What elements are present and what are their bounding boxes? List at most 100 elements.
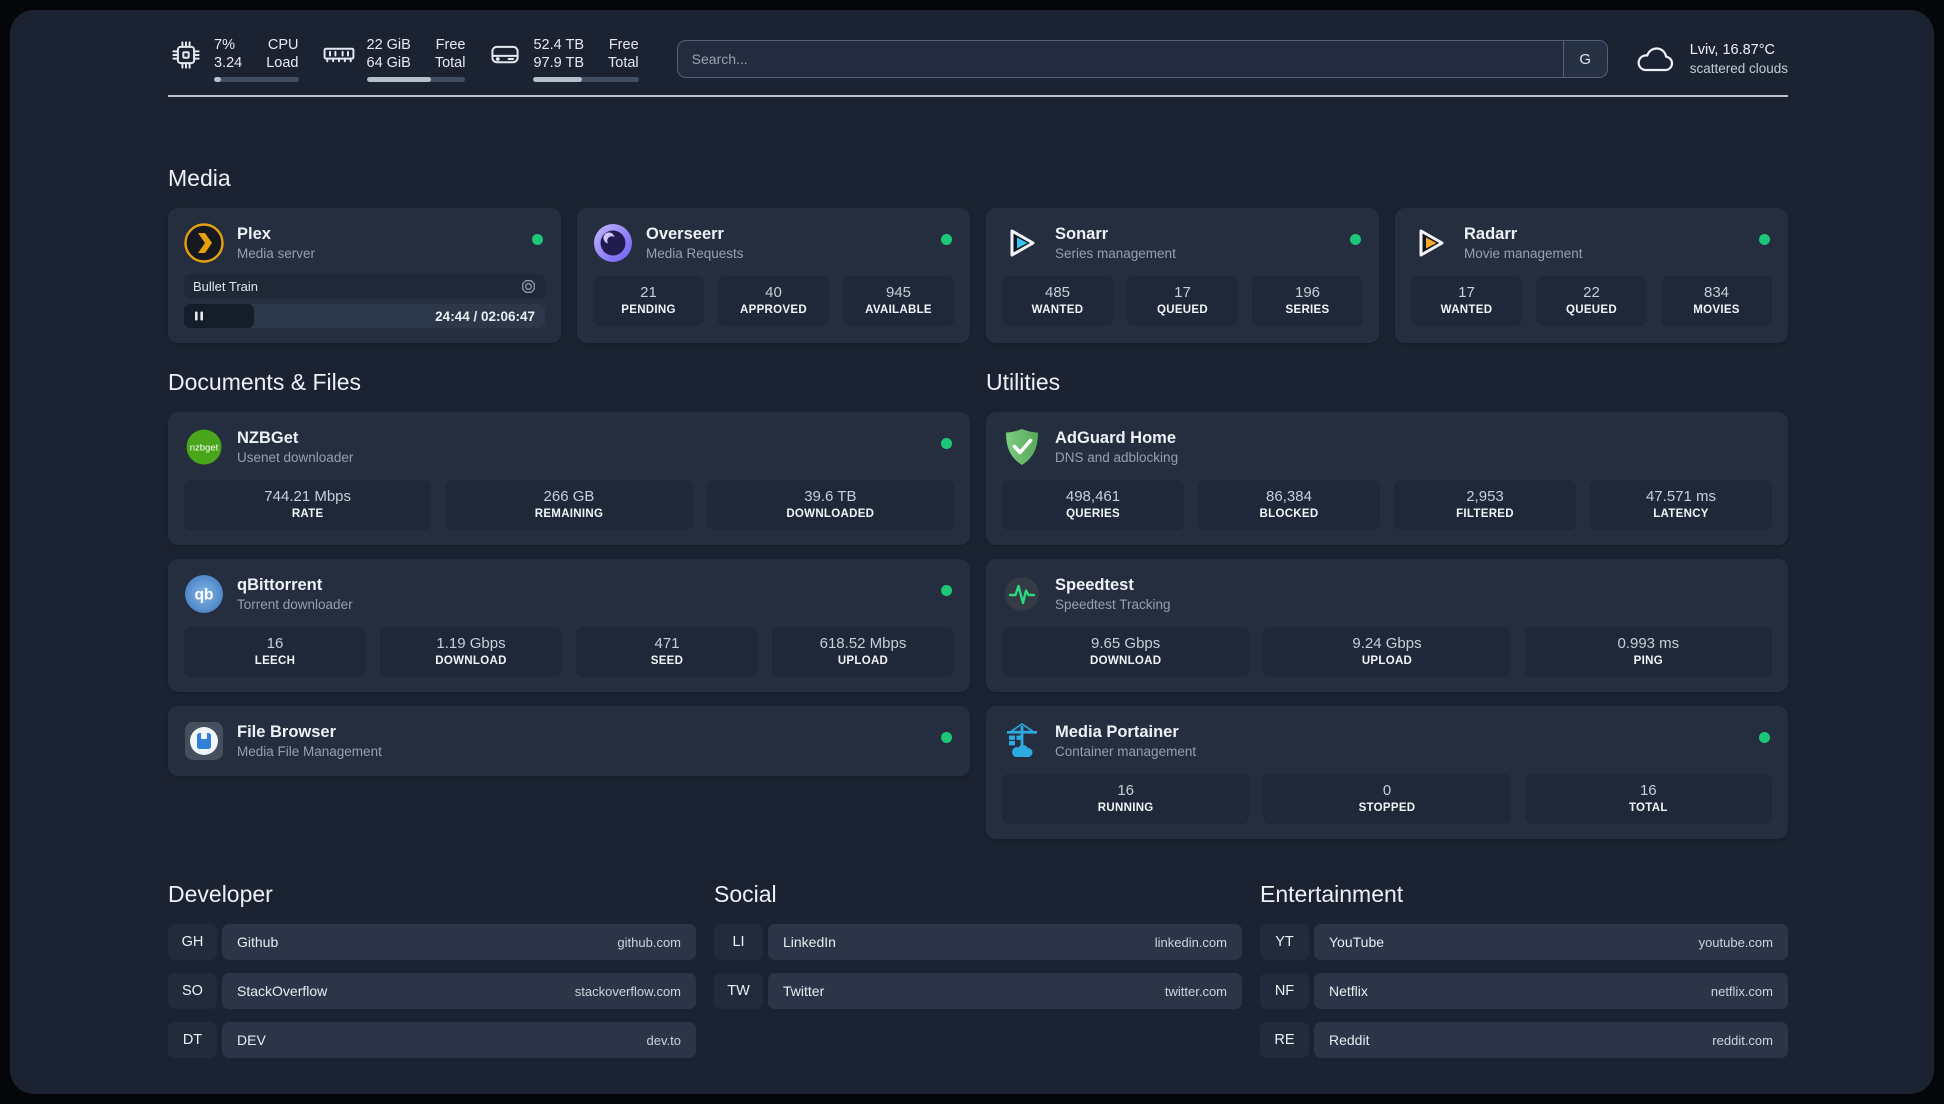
- stat-available: 945 AVAILABLE: [843, 276, 954, 326]
- bookmark-netflix[interactable]: NF Netflix netflix.com: [1260, 973, 1788, 1009]
- status-dot: [1350, 234, 1361, 245]
- cpu-progress: [214, 77, 299, 82]
- filebrowser-desc: Media File Management: [237, 743, 382, 759]
- bookmark-name: YouTube: [1329, 934, 1385, 950]
- now-playing-title: Bullet Train: [193, 279, 259, 294]
- bookmark-url: stackoverflow.com: [574, 983, 681, 999]
- bookmark-url: dev.to: [646, 1032, 681, 1048]
- stat-movies: 834 MOVIES: [1661, 276, 1772, 326]
- bookmark-abbr: RE: [1260, 1022, 1309, 1058]
- nzbget-link[interactable]: nzbget NZBGet Usenet downloader: [184, 427, 954, 467]
- search-provider-button[interactable]: G: [1562, 41, 1607, 77]
- bookmark-reddit[interactable]: RE Reddit reddit.com: [1260, 1022, 1788, 1058]
- adguard-link[interactable]: AdGuard Home DNS and adblocking: [1002, 427, 1772, 467]
- bookmark-abbr: YT: [1260, 924, 1309, 960]
- plex-name: Plex: [237, 224, 271, 243]
- stat-ping: 0.993 ms PING: [1524, 627, 1772, 677]
- bookmark-stackoverflow[interactable]: SO StackOverflow stackoverflow.com: [168, 973, 696, 1009]
- bookmark-youtube[interactable]: YT YouTube youtube.com: [1260, 924, 1788, 960]
- adguard-desc: DNS and adblocking: [1055, 449, 1179, 465]
- bookmark-abbr: LI: [714, 924, 763, 960]
- section-heading-utilities: Utilities: [986, 369, 1061, 395]
- bookmark-group-developer: Developer GH Github github.com SO StackO…: [168, 881, 696, 1058]
- bookmark-heading-developer: Developer: [168, 881, 273, 907]
- stat-upload: 9.24 Gbps UPLOAD: [1263, 627, 1511, 677]
- card-nzbget: nzbget NZBGet Usenet downloader 744.21 M…: [168, 412, 970, 545]
- media-type-icon: [522, 280, 535, 293]
- sonarr-desc: Series management: [1055, 245, 1176, 261]
- speedtest-icon: [1005, 577, 1039, 611]
- filebrowser-link[interactable]: File Browser Media File Management: [184, 721, 954, 761]
- bookmark-group-entertainment: Entertainment YT YouTube youtube.com NF …: [1260, 881, 1788, 1058]
- sonarr-link[interactable]: Sonarr Series management: [1002, 223, 1363, 263]
- qbittorrent-icon: qb: [185, 575, 223, 613]
- nzbget-icon: nzbget: [186, 429, 222, 465]
- card-qbittorrent: qb qBittorrent Torrent downloader 16 LEEC…: [168, 559, 970, 692]
- memory-free: 22 GiB: [366, 37, 411, 53]
- ram-icon: [323, 47, 354, 63]
- stat-wanted: 17 WANTED: [1411, 276, 1522, 326]
- radarr-link[interactable]: Radarr Movie management: [1411, 223, 1772, 263]
- filebrowser-icon: [185, 722, 223, 760]
- bookmark-name: LinkedIn: [783, 934, 836, 950]
- stat-queries: 498,461 QUERIES: [1002, 480, 1184, 530]
- plex-desc: Media server: [237, 245, 316, 261]
- overseerr-icon: [594, 224, 632, 262]
- stat-latency: 47.571 ms LATENCY: [1590, 480, 1772, 530]
- bookmark-heading-social: Social: [714, 881, 777, 907]
- bookmark-name: Reddit: [1329, 1032, 1370, 1048]
- disk-widget: 52.4 TB 97.9 TB Free Total: [487, 36, 639, 82]
- cpu-load-label: Load: [266, 55, 299, 71]
- status-dot: [941, 234, 952, 245]
- qbittorrent-desc: Torrent downloader: [237, 596, 353, 612]
- stat-rate: 744.21 Mbps RATE: [184, 480, 432, 530]
- bookmark-linkedin[interactable]: LI LinkedIn linkedin.com: [714, 924, 1242, 960]
- section-media: Media Plex Media server Bul: [168, 165, 1788, 343]
- bookmark-dev[interactable]: DT DEV dev.to: [168, 1022, 696, 1058]
- cpu-usage: 7%: [214, 37, 235, 53]
- bookmark-name: StackOverflow: [237, 983, 328, 999]
- section-utilities: Utilities AdGuard Home: [986, 369, 1788, 839]
- status-dot: [532, 234, 543, 245]
- status-dot: [941, 732, 952, 743]
- sonarr-icon: [1010, 229, 1035, 257]
- svg-text:nzbget: nzbget: [190, 443, 219, 454]
- bookmark-name: Twitter: [783, 983, 825, 999]
- stat-pending: 21 PENDING: [593, 276, 704, 326]
- memory-widget: 22 GiB 64 GiB Free Total: [321, 36, 466, 82]
- speedtest-name: Speedtest: [1055, 575, 1134, 594]
- nzbget-desc: Usenet downloader: [237, 449, 354, 465]
- overseerr-link[interactable]: Overseerr Media Requests: [593, 223, 954, 263]
- memory-free-label: Free: [435, 37, 466, 53]
- bookmark-url: reddit.com: [1712, 1032, 1773, 1048]
- bookmark-github[interactable]: GH Github github.com: [168, 924, 696, 960]
- radarr-name: Radarr: [1464, 224, 1518, 243]
- qbittorrent-link[interactable]: qb qBittorrent Torrent downloader: [184, 574, 954, 614]
- disk-free: 52.4 TB: [533, 37, 585, 53]
- bookmark-twitter[interactable]: TW Twitter twitter.com: [714, 973, 1242, 1009]
- bookmark-abbr: DT: [168, 1022, 217, 1058]
- bookmark-url: twitter.com: [1164, 983, 1227, 999]
- plex-link[interactable]: Plex Media server: [184, 223, 545, 263]
- plex-now-playing: Bullet Train 24:44 /: [184, 274, 545, 328]
- speedtest-link[interactable]: Speedtest Speedtest Tracking: [1002, 574, 1772, 614]
- weather-widget: Lviv, 16.87°C scattered clouds: [1634, 41, 1788, 78]
- stat-download: 9.65 Gbps DOWNLOAD: [1002, 627, 1250, 677]
- portainer-link[interactable]: Media Portainer Container management: [1002, 721, 1772, 761]
- overseerr-desc: Media Requests: [646, 245, 744, 261]
- stat-series: 196 SERIES: [1252, 276, 1363, 326]
- stat-downloaded: 39.6 TB DOWNLOADED: [706, 480, 954, 530]
- bookmark-abbr: NF: [1260, 973, 1309, 1009]
- nzbget-name: NZBGet: [237, 428, 299, 447]
- plex-icon: [184, 223, 224, 263]
- disk-total-label: Total: [608, 55, 639, 71]
- search-input[interactable]: [677, 41, 1563, 77]
- cpu-icon: [172, 41, 200, 69]
- bookmark-name: DEV: [237, 1032, 266, 1048]
- disk-total: 97.9 TB: [533, 55, 585, 71]
- speedtest-desc: Speedtest Tracking: [1055, 596, 1171, 612]
- card-overseerr: Overseerr Media Requests 21 PENDING 40 APP…: [577, 208, 970, 343]
- svg-text:qb: qb: [195, 587, 214, 604]
- radarr-desc: Movie management: [1464, 245, 1583, 261]
- status-dot: [1759, 732, 1770, 743]
